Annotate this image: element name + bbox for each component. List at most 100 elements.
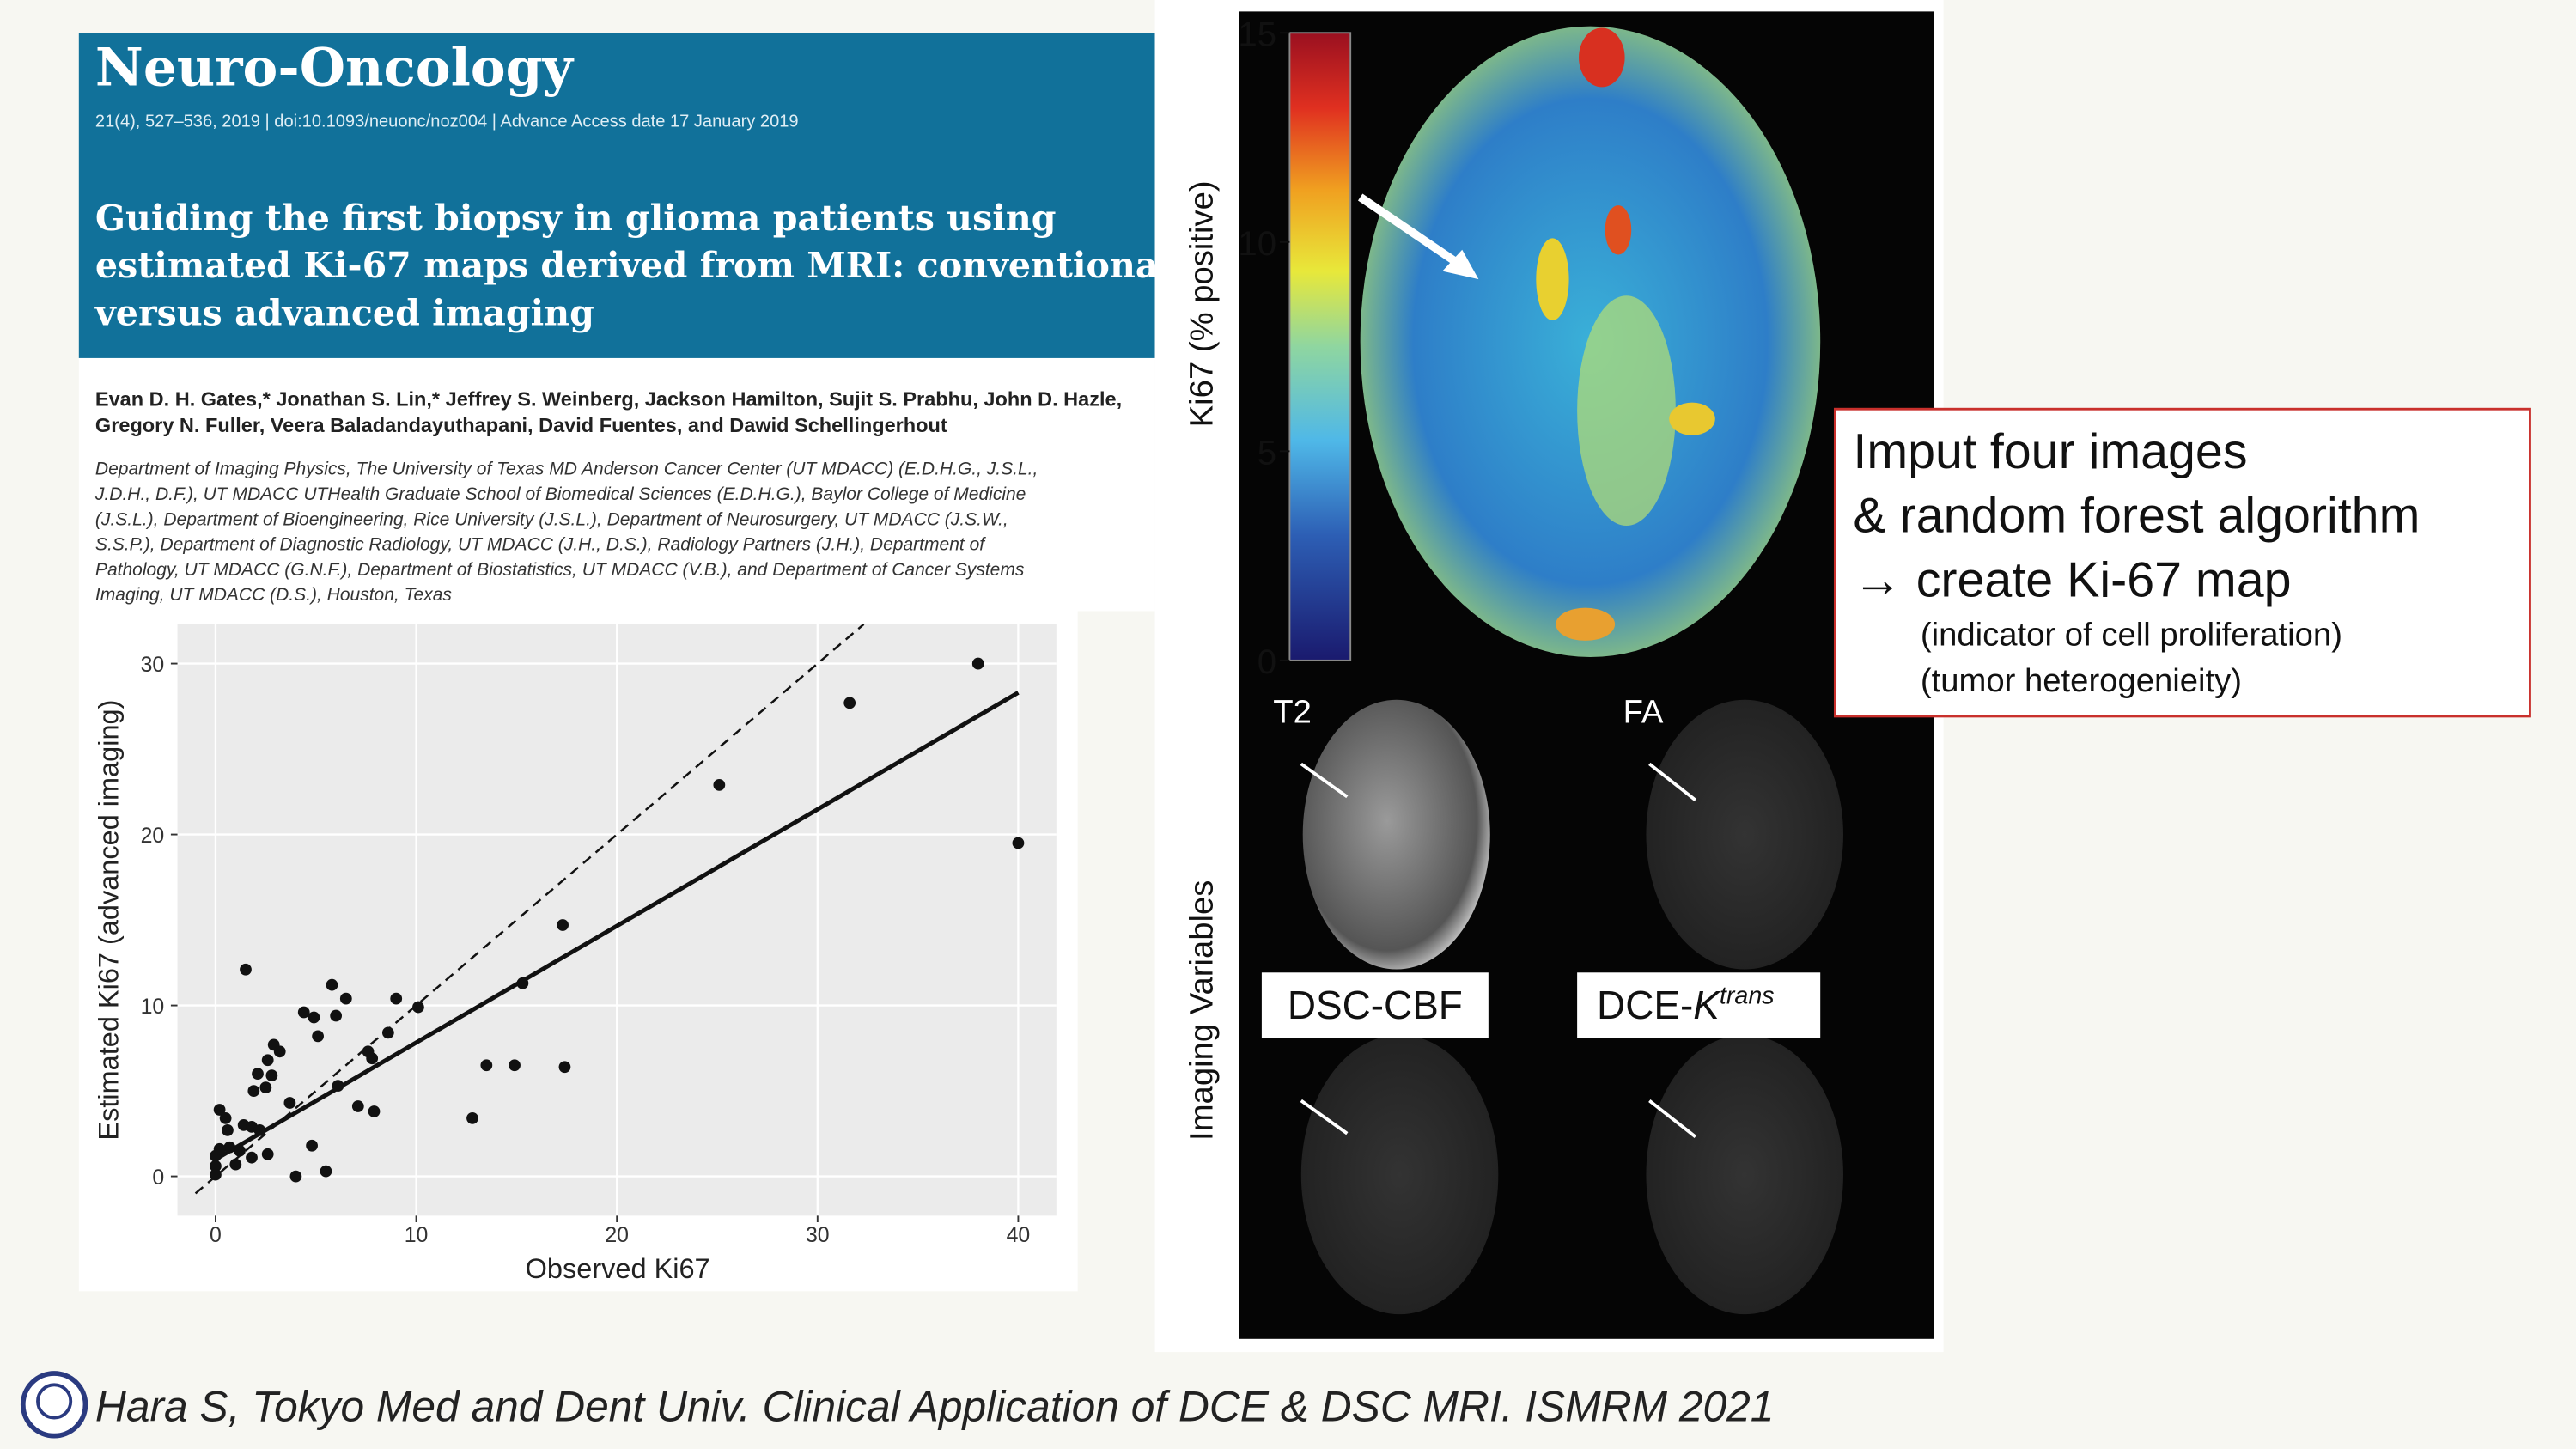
- cbf-image: [1300, 1034, 1499, 1315]
- data-point: [1012, 837, 1025, 849]
- data-point: [210, 1160, 222, 1172]
- data-point: [259, 1081, 272, 1093]
- data-point: [557, 919, 569, 931]
- data-point: [320, 1165, 332, 1178]
- arrow: [1300, 762, 1349, 799]
- data-point: [412, 1001, 424, 1014]
- t2-image: [1302, 699, 1490, 970]
- x-axis-label: Observed Ki67: [526, 1253, 710, 1284]
- authors-line: Gregory N. Fuller, Veera Baladandayuthap…: [95, 414, 947, 436]
- panel-label: DCE-Ktrans: [1597, 983, 1775, 1027]
- data-point: [234, 1144, 246, 1157]
- colorbar-tick-label: 15: [1238, 15, 1276, 54]
- data-point: [366, 1052, 379, 1065]
- callout-line: Imput four images: [1853, 424, 2247, 479]
- ktrans-image: [1646, 1034, 1843, 1315]
- map-region: [1605, 205, 1632, 255]
- data-point: [326, 978, 338, 991]
- data-point: [971, 657, 984, 670]
- footer-citation: Hara S, Tokyo Med and Dent Univ. Clinica…: [95, 1382, 1775, 1430]
- map-region: [1577, 295, 1676, 527]
- logo: [20, 1371, 88, 1439]
- arrow: [1357, 193, 1465, 270]
- label-box: [1261, 972, 1489, 1038]
- colorbar-tick-label: 0: [1258, 642, 1276, 681]
- map-region: [1556, 607, 1616, 641]
- callout-box: [1833, 407, 2531, 718]
- journal-citation: 21(4), 527–536, 2019 | doi:10.1093/neuon…: [95, 112, 799, 131]
- x-tick-label: 20: [605, 1223, 629, 1247]
- affiliation-line: J.D.H., D.F.), UT MDACC UTHealth Graduat…: [94, 484, 1026, 504]
- data-point: [843, 697, 856, 709]
- abstract-area: [78, 357, 1155, 612]
- fa-image: [1646, 699, 1843, 970]
- data-point: [283, 1097, 296, 1109]
- label-box: [1577, 972, 1821, 1038]
- data-point: [381, 1026, 394, 1039]
- y-tick-label: 0: [152, 1166, 164, 1190]
- article-title-line: estimated Ki-67 maps derived from MRI: c…: [95, 244, 1172, 286]
- map-region: [1536, 238, 1569, 320]
- label-symbol: K: [1693, 983, 1721, 1027]
- data-point: [223, 1141, 236, 1154]
- data-point: [297, 1006, 310, 1019]
- logo-emblem: [36, 1383, 73, 1420]
- y-axis-label: Estimated Ki67 (advanced imaging): [94, 700, 125, 1141]
- data-point: [253, 1123, 266, 1136]
- data-point: [213, 1104, 226, 1116]
- data-point: [261, 1148, 274, 1160]
- data-point: [558, 1061, 571, 1074]
- data-point: [247, 1085, 260, 1097]
- data-point: [240, 963, 252, 976]
- map-region: [1579, 27, 1625, 88]
- data-point: [713, 778, 726, 791]
- identity-line: [194, 624, 865, 1195]
- data-point: [339, 992, 352, 1005]
- article-title-line: Guiding the first biopsy in glioma patie…: [95, 197, 1057, 239]
- data-point: [351, 1100, 364, 1112]
- affiliation-line: (J.S.L.), Department of Bioengineering, …: [95, 509, 1008, 529]
- data-point: [229, 1158, 242, 1171]
- arrow: [1648, 1099, 1697, 1139]
- x-tick-label: 30: [806, 1223, 830, 1247]
- article-title-line: versus advanced imaging: [94, 292, 594, 334]
- data-point: [509, 1059, 521, 1072]
- x-tick-label: 40: [1007, 1223, 1031, 1247]
- data-point: [246, 1151, 258, 1164]
- callout-subline: (indicator of cell proliferation): [1921, 617, 2342, 654]
- y-tick-label: 10: [141, 995, 165, 1019]
- imaging-variables: [1300, 699, 1843, 1315]
- ki67-map: [1357, 26, 1821, 658]
- panel-label: T2: [1273, 694, 1312, 731]
- data-point: [516, 977, 529, 989]
- journal-banner: [78, 33, 1155, 358]
- map-region: [1669, 402, 1715, 435]
- data-point: [252, 1068, 264, 1081]
- data-point: [261, 1054, 274, 1067]
- data-point: [219, 1112, 232, 1124]
- data-point: [273, 1045, 286, 1058]
- colorbar-tick-label: 10: [1238, 224, 1276, 263]
- journal-name: Neuro-Oncology: [95, 37, 575, 98]
- colorbar-label: Ki67 (% positive): [1184, 180, 1221, 427]
- data-point: [312, 1030, 324, 1043]
- data-point: [265, 1069, 278, 1082]
- data-point: [308, 1011, 320, 1024]
- colorbar-tick-label: 5: [1258, 434, 1276, 472]
- affiliation-line: Pathology, UT MDACC (G.N.F.), Department…: [95, 560, 1025, 580]
- label-prefix: DCE-: [1597, 983, 1693, 1027]
- data-point: [222, 1123, 234, 1136]
- x-tick-label: 10: [405, 1223, 429, 1247]
- data-point: [289, 1170, 302, 1183]
- data-point: [368, 1105, 381, 1117]
- label-superscript: trans: [1720, 983, 1775, 1010]
- authors-line: Evan D. H. Gates,* Jonathan S. Lin,* Jef…: [95, 387, 1122, 410]
- panel-label: DSC-CBF: [1288, 983, 1463, 1027]
- arrow: [1648, 762, 1697, 801]
- affiliation-line: S.S.P.), Department of Diagnostic Radiol…: [95, 535, 986, 555]
- data-point: [480, 1059, 493, 1072]
- fit-line: [214, 691, 1020, 1161]
